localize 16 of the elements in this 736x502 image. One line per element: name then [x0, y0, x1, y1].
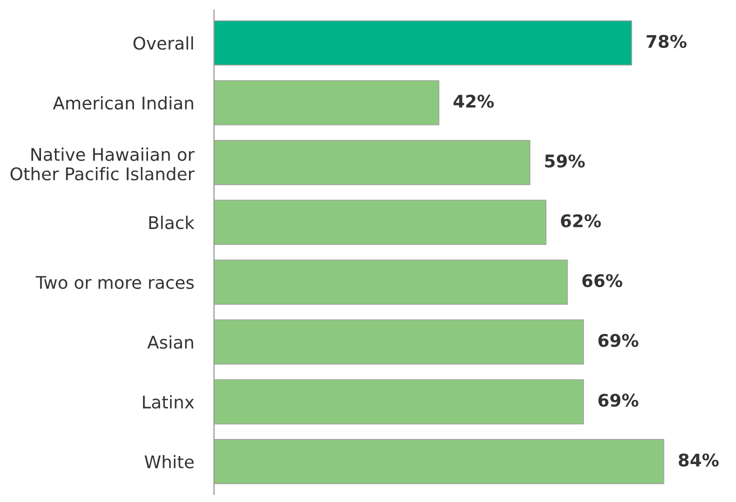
- data-label: 69%: [598, 334, 638, 347]
- data-label: 84%: [678, 453, 719, 467]
- y-tick-label: American Indian: [52, 96, 194, 110]
- y-tick-label: Overall: [133, 36, 193, 50]
- data-label: 78%: [646, 34, 687, 48]
- data-label: 59%: [545, 154, 585, 168]
- y-tick-label: Two or more races: [36, 276, 194, 289]
- y-tick-label: Black: [149, 216, 195, 230]
- y-tick-label: White: [144, 454, 194, 468]
- data-label: 62%: [560, 214, 601, 228]
- y-tick-label: Latinx: [143, 395, 194, 409]
- data-label: 42%: [454, 94, 494, 108]
- data-label: 69%: [598, 394, 638, 407]
- y-tick-label: Native Hawaiian or Other Pacific Islander: [10, 148, 195, 180]
- data-label: 66%: [582, 274, 622, 288]
- y-tick-label: Asian: [147, 335, 194, 349]
